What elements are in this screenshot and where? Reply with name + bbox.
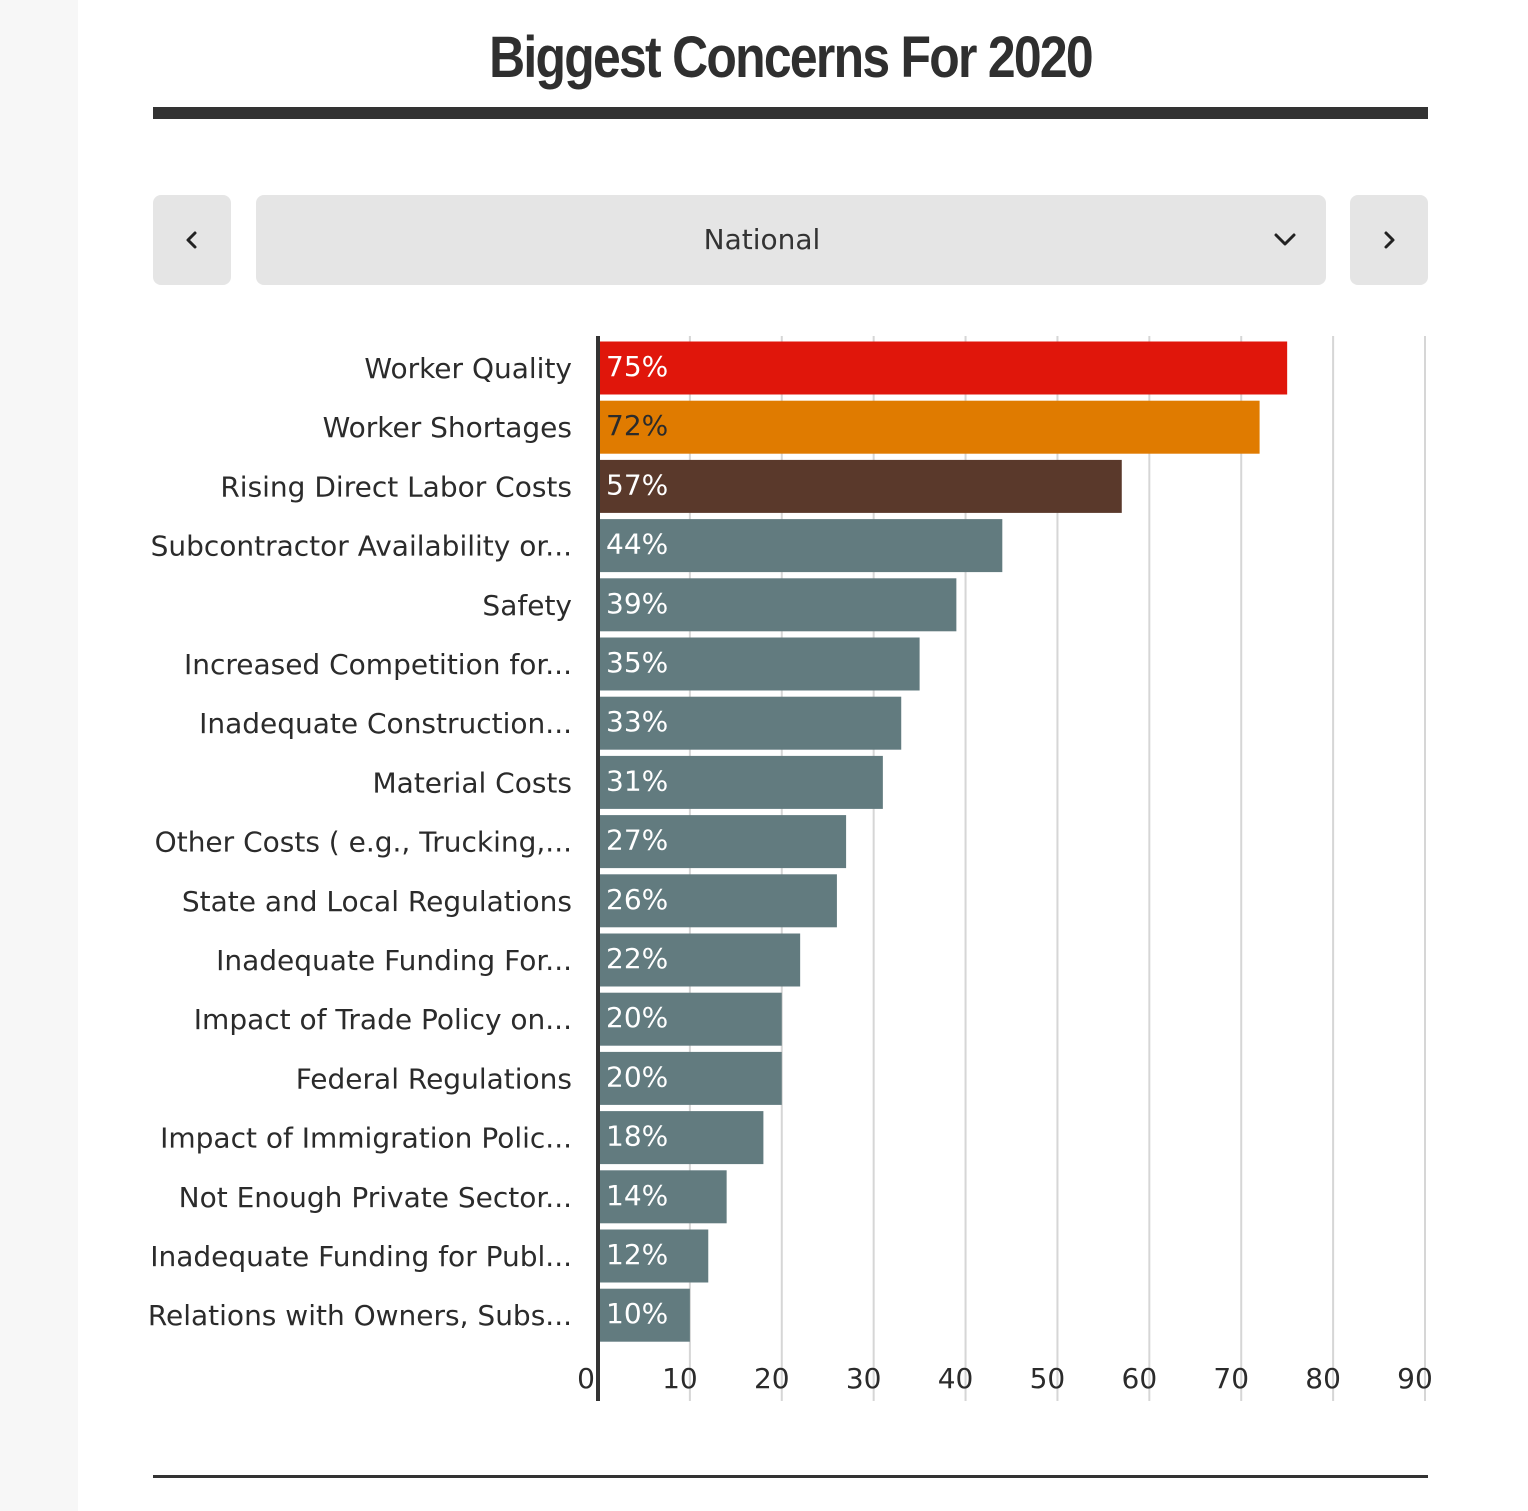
bar[interactable] (600, 1170, 727, 1224)
title-divider (153, 107, 1428, 119)
category-label: Inadequate Funding for Publ... (150, 1240, 572, 1273)
bar-data-label: 31% (606, 764, 668, 797)
previous-button[interactable] (153, 195, 231, 285)
category-label: Relations with Owners, Subs... (148, 1299, 572, 1332)
bar-data-label: 18% (606, 1120, 668, 1153)
category-label: Worker Quality (364, 352, 572, 385)
x-tick-label: 40 (938, 1362, 974, 1395)
category-label: Subcontractor Availability or... (151, 530, 572, 563)
bar[interactable] (600, 1111, 764, 1165)
category-label: Other Costs ( e.g., Trucking,... (155, 826, 572, 859)
bar-data-label: 39% (606, 587, 668, 620)
category-label: Federal Regulations (296, 1062, 572, 1095)
bar[interactable] (600, 755, 883, 809)
x-tick-label: 80 (1305, 1362, 1341, 1395)
category-label: Rising Direct Labor Costs (220, 470, 572, 503)
x-tick-label: 30 (846, 1362, 882, 1395)
chevron-down-icon (1274, 233, 1296, 246)
x-tick-label: 20 (754, 1362, 790, 1395)
region-select[interactable]: National (256, 195, 1326, 285)
bar[interactable] (600, 341, 1288, 395)
bars (600, 341, 1288, 1342)
x-tick-label: 60 (1122, 1362, 1158, 1395)
x-tick-label: 70 (1213, 1362, 1249, 1395)
bar[interactable] (600, 815, 847, 869)
category-label: State and Local Regulations (182, 885, 572, 918)
bar-data-label: 33% (606, 705, 668, 738)
bar[interactable] (600, 1288, 690, 1342)
bar[interactable] (600, 637, 920, 691)
bar-data-label: 22% (606, 942, 668, 975)
labels: 75% Worker Quality 72% Worker Shortages 57% R… (148, 350, 668, 1332)
category-label: Safety (482, 589, 572, 622)
bar[interactable] (600, 578, 957, 632)
bar-data-label: 10% (606, 1297, 668, 1330)
bar-data-label: 35% (606, 646, 668, 679)
category-label: Inadequate Funding For... (216, 944, 572, 977)
bar[interactable] (600, 459, 1122, 513)
chart-title: Biggest Concerns For 2020 (489, 25, 1094, 90)
bar-data-label: 20% (606, 1060, 668, 1093)
category-label: Impact of Immigration Polic... (160, 1122, 572, 1155)
bar[interactable] (600, 933, 801, 987)
bar[interactable] (600, 1051, 782, 1105)
category-label: Material Costs (373, 766, 573, 799)
bar[interactable] (600, 992, 782, 1046)
bottom-divider (153, 1475, 1428, 1478)
x-tick-label: 0 (577, 1362, 595, 1395)
region-select-value: National (703, 223, 821, 256)
bar-data-label: 75% (606, 350, 668, 383)
category-label: Inadequate Construction... (199, 707, 572, 740)
next-button[interactable] (1350, 195, 1428, 285)
category-label: Impact of Trade Policy on... (194, 1003, 572, 1036)
bar-data-label: 44% (606, 528, 668, 561)
x-tick-label: 50 (1030, 1362, 1066, 1395)
category-label: Increased Competition for... (184, 648, 572, 681)
bar-data-label: 57% (606, 468, 668, 501)
category-label: Worker Shortages (323, 411, 572, 444)
chevron-right-icon (1384, 231, 1395, 249)
bar[interactable] (600, 519, 1003, 573)
bar-data-label: 26% (606, 883, 668, 916)
bar[interactable] (600, 400, 1260, 454)
gridlines (688, 336, 1426, 1401)
x-tick-label: 90 (1397, 1362, 1433, 1395)
left-gutter (0, 0, 78, 1511)
category-label: Not Enough Private Sector... (179, 1181, 572, 1214)
axes: 0 10 20 30 40 50 60 70 80 90 (577, 336, 1433, 1401)
bar-data-label: 27% (606, 824, 668, 857)
x-tick-label: 10 (662, 1362, 698, 1395)
bar[interactable] (600, 874, 837, 928)
bar-data-label: 20% (606, 1001, 668, 1034)
bar-data-label: 72% (606, 409, 668, 442)
bar[interactable] (600, 1229, 709, 1283)
bar-data-label: 12% (606, 1238, 668, 1271)
bar-data-label: 14% (606, 1179, 668, 1212)
chevron-left-icon (186, 231, 197, 249)
bar[interactable] (600, 696, 902, 750)
